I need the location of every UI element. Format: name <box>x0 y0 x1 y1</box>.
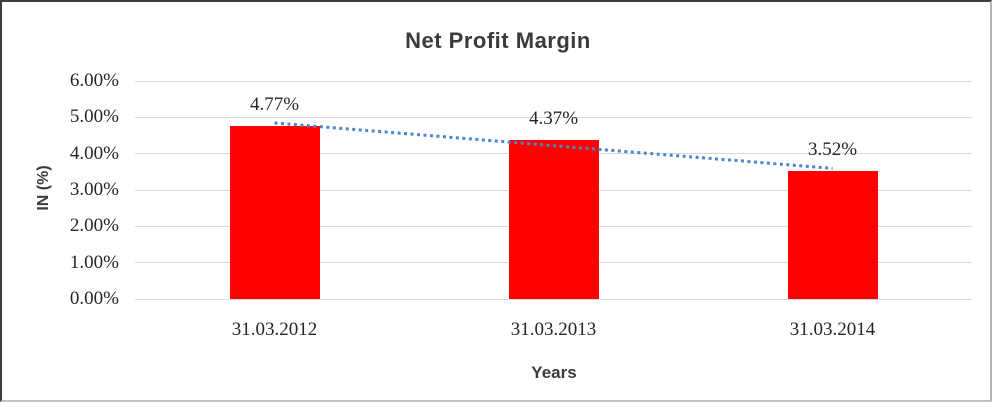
y-tick-label: 6.00% <box>69 70 119 91</box>
bar-31.03.2012 <box>229 125 320 299</box>
y-tick-label: 1.00% <box>69 251 119 273</box>
trendline-segment <box>274 121 833 170</box>
data-label: 4.77% <box>249 93 300 115</box>
data-label: 3.52% <box>807 139 858 161</box>
bar-31.03.2014 <box>787 171 878 299</box>
x-axis-title: Years <box>531 363 577 382</box>
y-tick-label: 0.00% <box>69 288 119 309</box>
gridline <box>135 116 972 118</box>
data-label: 4.37% <box>528 108 579 130</box>
y-tick-label: 5.00% <box>69 106 119 128</box>
plot-area <box>135 80 972 300</box>
bar-31.03.2013 <box>508 140 599 299</box>
gridline <box>135 298 972 300</box>
trendline <box>274 121 833 170</box>
gridline <box>135 80 972 82</box>
y-tick-label: 4.00% <box>69 142 119 164</box>
chart-title: Net Profit Margin <box>405 28 591 53</box>
y-tick-label: 3.00% <box>69 179 119 200</box>
y-tick-label: 2.00% <box>69 215 119 237</box>
x-tick-label: 31.03.2013 <box>510 319 597 340</box>
x-tick-label: 31.03.2014 <box>789 319 876 340</box>
x-tick-label: 31.03.2012 <box>231 319 318 340</box>
